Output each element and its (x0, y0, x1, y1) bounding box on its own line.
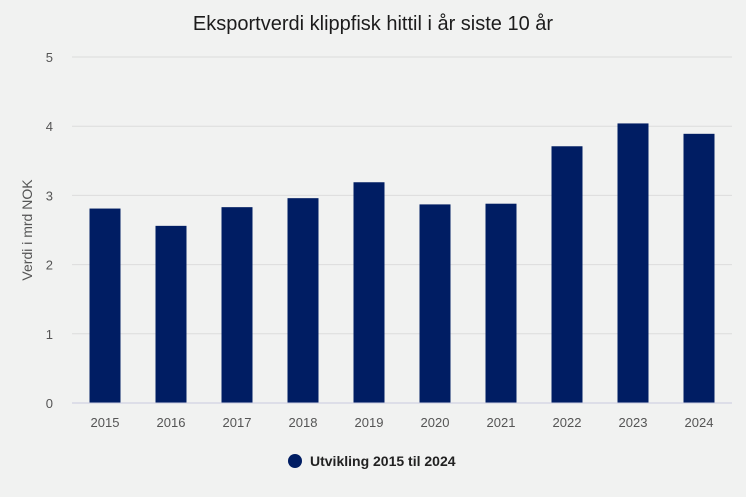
x-tick-label: 2018 (289, 415, 318, 430)
legend-label[interactable]: Utvikling 2015 til 2024 (310, 453, 456, 469)
y-tick-label: 0 (46, 396, 53, 411)
chart-title: Eksportverdi klippfisk hittil i år siste… (193, 13, 553, 35)
bar-2017[interactable] (221, 207, 253, 403)
x-tick-label: 2019 (355, 415, 384, 430)
y-tick-label: 4 (46, 119, 53, 134)
bar-2018[interactable] (287, 198, 319, 403)
y-axis-ticks: 0 1 2 3 4 5 (46, 50, 53, 411)
bar-2015[interactable] (89, 208, 121, 403)
bar-2021[interactable] (485, 203, 517, 403)
bar-2020[interactable] (419, 204, 451, 403)
y-tick-label: 2 (46, 258, 53, 273)
x-tick-label: 2022 (553, 415, 582, 430)
x-tick-label: 2015 (91, 415, 120, 430)
x-tick-label: 2016 (157, 415, 186, 430)
y-tick-label: 1 (46, 327, 53, 342)
x-tick-label: 2021 (487, 415, 516, 430)
legend-marker[interactable] (288, 454, 302, 468)
bar-2023[interactable] (617, 123, 649, 403)
bars (89, 123, 715, 403)
legend[interactable]: Utvikling 2015 til 2024 (288, 453, 456, 469)
x-tick-label: 2017 (223, 415, 252, 430)
x-tick-label: 2024 (685, 415, 714, 430)
bar-2019[interactable] (353, 182, 385, 403)
y-tick-label: 3 (46, 188, 53, 203)
bar-2022[interactable] (551, 146, 583, 403)
x-axis-ticks: 2015 2016 2017 2018 2019 2020 2021 2022 2023 2024 (91, 415, 714, 430)
bar-2016[interactable] (155, 225, 187, 403)
y-axis-label: Verdi i mrd NOK (19, 179, 35, 281)
bar-2024[interactable] (683, 133, 715, 403)
x-tick-label: 2023 (619, 415, 648, 430)
x-tick-label: 2020 (421, 415, 450, 430)
y-tick-label: 5 (46, 50, 53, 65)
